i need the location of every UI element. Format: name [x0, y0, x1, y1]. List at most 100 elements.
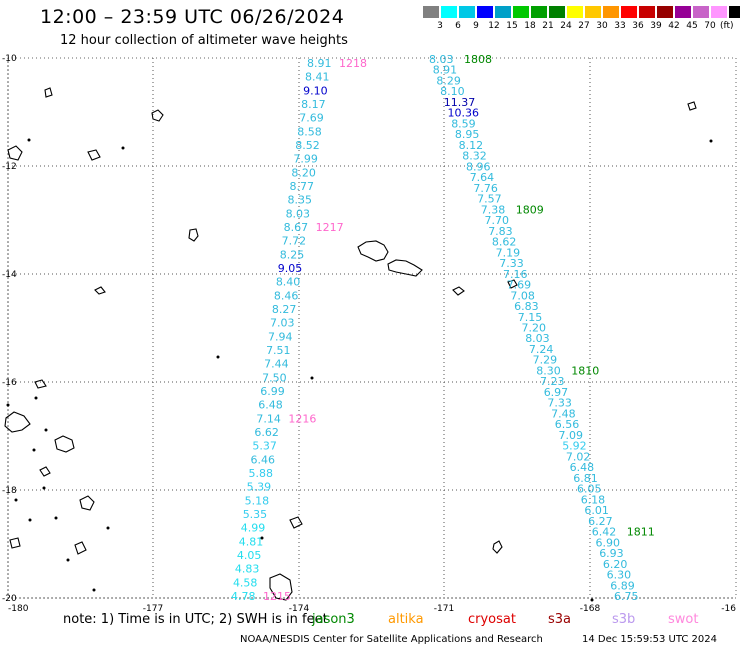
samoa-upolu-island — [357, 240, 389, 262]
wave-height-label: 7.15 — [518, 311, 543, 324]
time-label: 1809 — [516, 203, 544, 216]
wave-height-label: 7.24 — [529, 343, 554, 356]
legend-swatch — [458, 5, 476, 19]
legend-label: 33 — [614, 21, 626, 31]
wave-height-label: 6.81 — [573, 472, 598, 485]
legend-swatch — [548, 5, 566, 19]
wave-height-label: 5.39 — [247, 481, 271, 494]
wave-height-label: 8.91 — [433, 64, 458, 77]
legend-swatch — [422, 5, 440, 19]
legend-swatch — [638, 5, 656, 19]
wave-height-label: 7.50 — [262, 371, 287, 384]
wave-height-label: 8.77 — [289, 180, 314, 193]
wave-height-label: 8.32 — [462, 150, 487, 163]
wave-height-label: 9.10 — [303, 84, 328, 97]
legend-label: 6 — [455, 21, 461, 31]
time-label: 1218 — [339, 57, 367, 70]
legend-swatch — [476, 5, 494, 19]
island — [79, 495, 95, 511]
wave-height-label: 4.99 — [241, 522, 266, 535]
time-label: 1810 — [571, 364, 599, 377]
island — [87, 149, 101, 161]
wave-height-label: 7.83 — [488, 225, 513, 238]
wave-height-label: 6.93 — [599, 547, 624, 560]
axis-labels: -180 -177 -174 -171 -168 -16 -10 -12 -14 -16 -18 -2… — [2, 54, 736, 614]
wave-height-label: 5.37 — [252, 440, 277, 453]
islet — [28, 518, 32, 522]
wave-height-label: 8.12 — [459, 139, 484, 152]
legend-label: 3 — [437, 21, 443, 31]
map-grid — [7, 57, 737, 599]
wave-height-label: 6.62 — [254, 426, 279, 439]
islet — [6, 403, 10, 407]
wave-height-label: 7.64 — [470, 171, 495, 184]
wave-height-label: 8.03 — [429, 53, 454, 66]
satellite-cryosat: cryosat — [468, 612, 516, 627]
islet — [54, 516, 58, 520]
island — [687, 101, 697, 111]
legend-swatch — [512, 5, 530, 19]
wave-height-label: 7.23 — [540, 375, 565, 388]
island — [151, 109, 164, 122]
legend-swatch — [710, 5, 728, 19]
island — [188, 228, 199, 242]
island — [289, 516, 303, 529]
time-label: 1808 — [464, 53, 492, 66]
latitude-label: -18 — [2, 486, 17, 496]
satellite-swot: swot — [668, 612, 699, 627]
page-subtitle: 12 hour collection of altimeter wave hei… — [60, 33, 348, 48]
island — [4, 411, 31, 433]
legend-color-bar — [422, 5, 740, 19]
island — [74, 541, 87, 555]
longitude-label: -168 — [580, 604, 601, 614]
samoa-savaii-island — [387, 259, 423, 277]
longitude-label: -16 — [721, 604, 736, 614]
wave-height-label: 7.70 — [485, 214, 510, 227]
islet — [106, 526, 110, 530]
islet — [14, 498, 18, 502]
wave-height-label: 8.30 — [536, 364, 561, 377]
wave-height-label: 8.03 — [525, 332, 550, 345]
wave-height-label: 7.99 — [293, 153, 318, 166]
wave-height-label: 8.67 — [284, 221, 309, 234]
wave-height-label: 11.37 — [444, 96, 476, 109]
wave-height-label: 8.41 — [305, 71, 330, 84]
credit-text: NOAA/NESDIS Center for Satellite Applica… — [240, 634, 543, 645]
legend-label: 70 — [704, 21, 716, 31]
wave-height-label: 8.25 — [280, 248, 305, 261]
wave-height-label: 8.58 — [297, 125, 322, 138]
wave-height-label: 8.03 — [286, 207, 311, 220]
wave-height-label: 6.18 — [581, 493, 606, 506]
wave-height-label: 7.44 — [264, 358, 289, 371]
wave-height-label: 8.62 — [492, 236, 517, 249]
wave-height-label: 8.95 — [455, 128, 480, 141]
wave-height-label: 7.33 — [547, 397, 572, 410]
wave-height-label: 7.16 — [503, 268, 528, 281]
islet — [310, 376, 314, 380]
legend-label: 24 — [560, 21, 572, 31]
legend-swatch — [566, 5, 584, 19]
latitude-label: -14 — [2, 270, 17, 280]
wave-height-label: 7.69 — [507, 279, 532, 292]
legend-label: 39 — [650, 21, 662, 31]
track-labels: 8.918.419.108.177.698.588.527.998.208.77… — [231, 53, 655, 603]
wave-height-label: 6.20 — [603, 558, 628, 571]
legend-swatch — [728, 5, 740, 19]
wave-height-label: 8.29 — [436, 74, 461, 87]
wave-height-label: 6.46 — [250, 453, 275, 466]
footer-note: note: 1) Time is in UTC; 2) SWH is in fe… — [63, 612, 328, 627]
legend-label: 9 — [473, 21, 479, 31]
satellite-altika: altika — [388, 612, 424, 627]
wave-height-label: 7.09 — [559, 429, 584, 442]
island — [507, 279, 518, 289]
islet — [590, 598, 594, 602]
island — [54, 435, 75, 453]
wave-height-label: 6.05 — [577, 483, 602, 496]
islet — [34, 396, 38, 400]
wave-height-label: 6.89 — [610, 579, 635, 592]
legend-swatch — [620, 5, 638, 19]
islet — [121, 146, 125, 150]
time-label: 1217 — [316, 221, 344, 234]
wave-height-label: 6.42 — [592, 526, 617, 539]
